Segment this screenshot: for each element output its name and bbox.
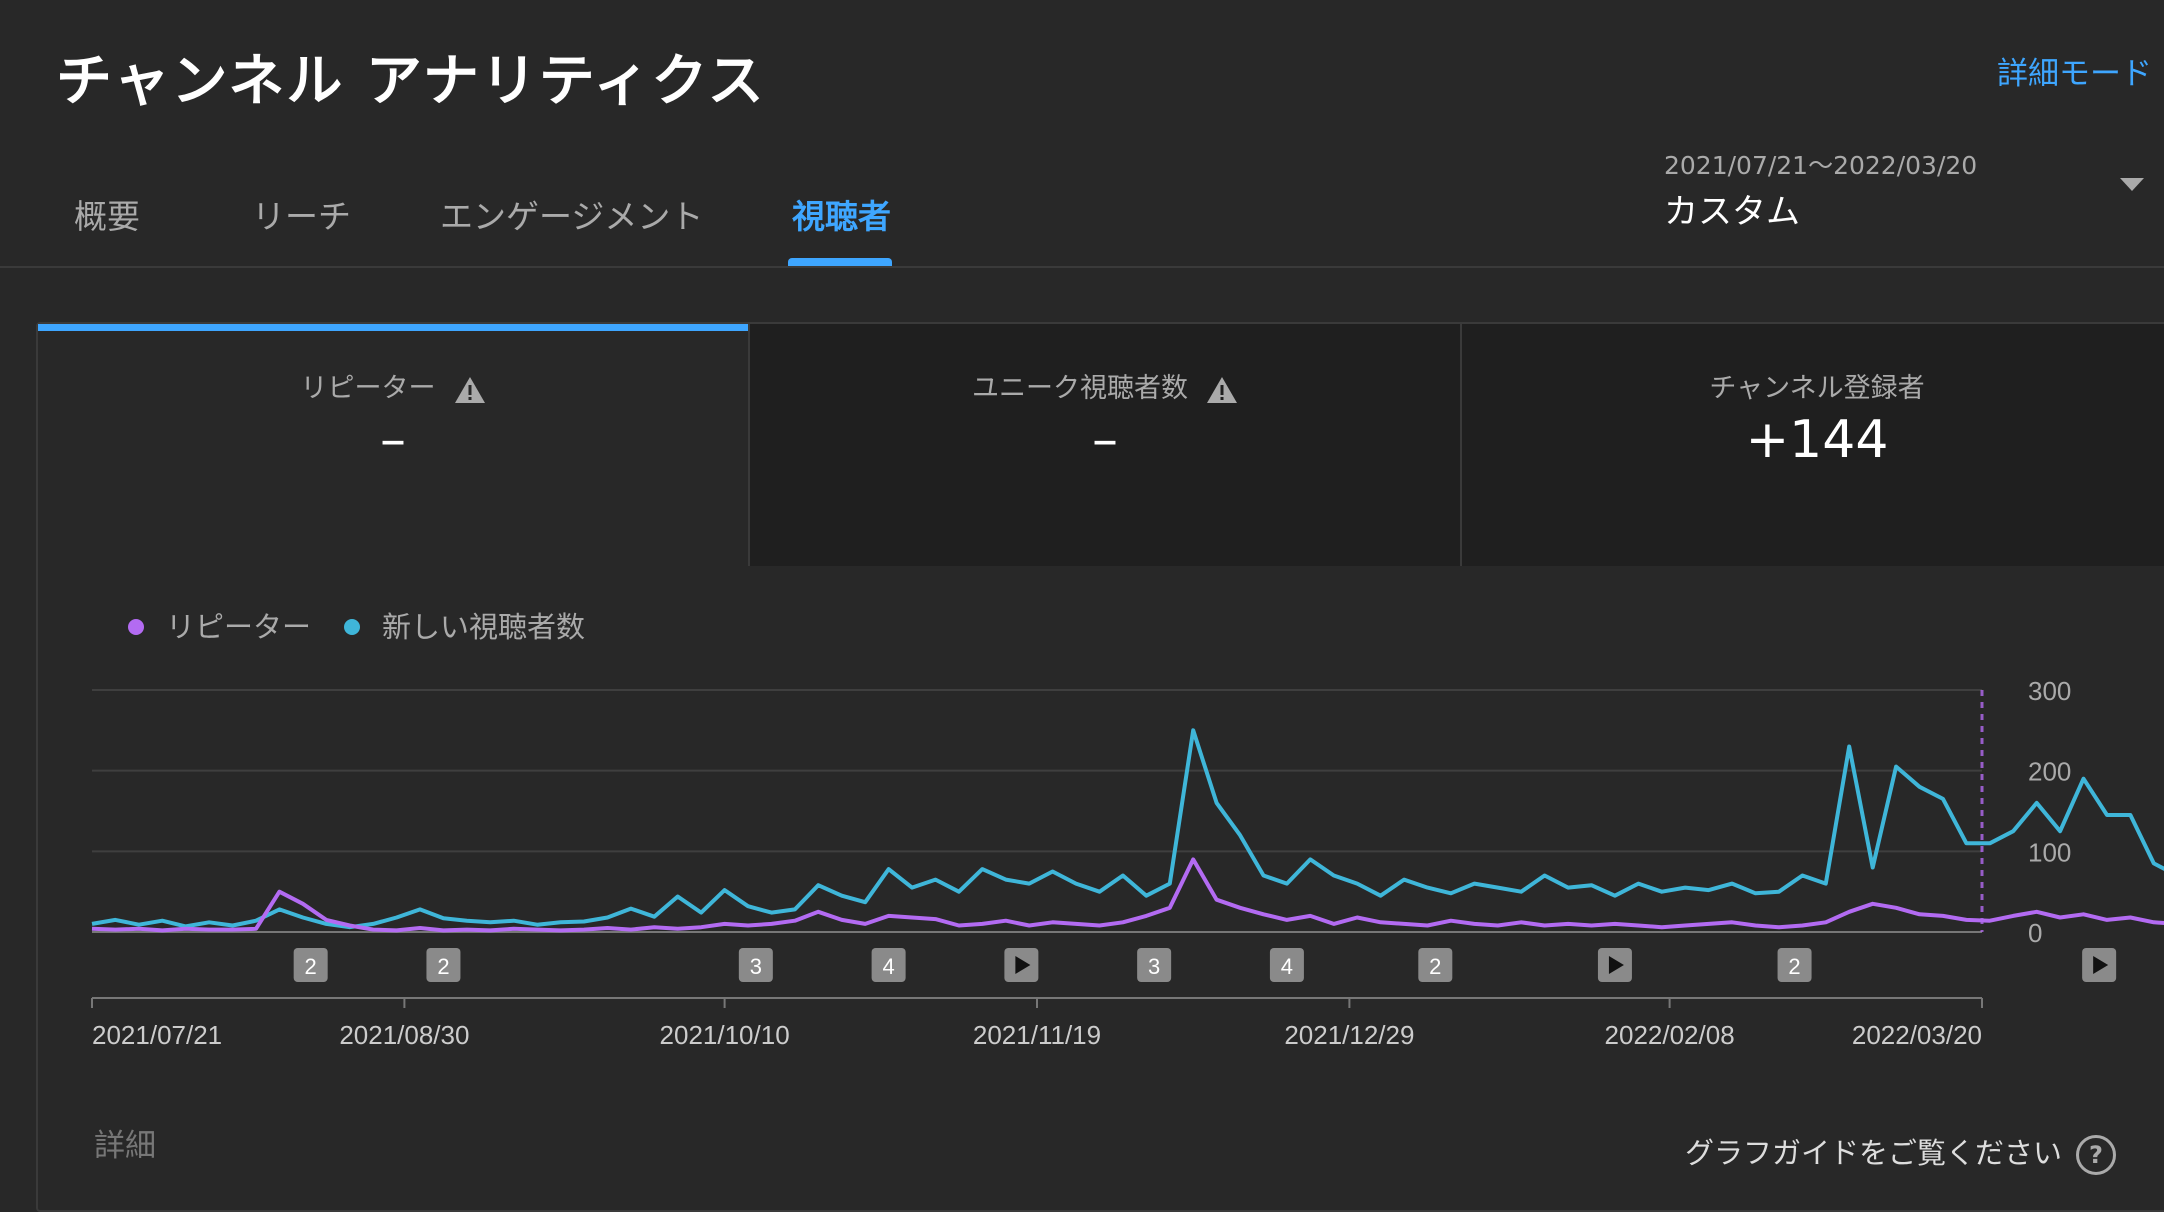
- metric-label-text: チャンネル登録者: [1709, 373, 1925, 404]
- legend-label: 新しい視聴者数: [382, 610, 586, 644]
- marker-label: 3: [1148, 954, 1160, 979]
- marker-label: 2: [437, 954, 449, 979]
- marker-box: [1269, 948, 1304, 982]
- marker-label: 4: [1281, 954, 1293, 979]
- metric-label: チャンネル登録者: [1462, 366, 2164, 405]
- marker-label: 2: [305, 954, 317, 979]
- y-tick-label: 300: [2028, 676, 2071, 706]
- video-count-marker[interactable]: 2: [293, 948, 328, 982]
- header-divider: [0, 266, 2164, 268]
- legend-item-new: 新しい視聴者数: [344, 604, 585, 646]
- metric-divider: [1460, 324, 1462, 566]
- advanced-mode-link[interactable]: 詳細モード: [1997, 56, 2152, 92]
- marker-box: [1137, 948, 1172, 982]
- marker-label: 2: [1788, 954, 1800, 979]
- marker-label: 3: [750, 954, 762, 979]
- y-tick-label: 200: [2028, 757, 2071, 787]
- tab-audience[interactable]: 視聴者: [792, 197, 891, 236]
- legend-dot-icon: [128, 619, 144, 635]
- video-count-marker[interactable]: 2: [1777, 948, 1812, 982]
- video-published-marker[interactable]: [1004, 948, 1039, 982]
- metric-value: –: [380, 410, 406, 470]
- marker-box: [426, 948, 461, 982]
- graph-guide-link[interactable]: グラフガイドをご覧ください?: [1685, 1130, 2116, 1175]
- metric-subscribers[interactable]: チャンネル登録者 +144: [1462, 324, 2164, 566]
- marker-box: [738, 948, 773, 982]
- video-count-marker[interactable]: 4: [871, 948, 906, 982]
- video-published-marker[interactable]: [2082, 948, 2117, 982]
- tab-overview[interactable]: 概要: [74, 197, 140, 236]
- metric-returning-viewers[interactable]: リピーター –: [38, 324, 748, 566]
- video-published-marker[interactable]: [1597, 948, 1632, 982]
- metric-divider: [748, 324, 750, 566]
- video-count-marker[interactable]: 2: [1418, 948, 1453, 982]
- date-range-text: 2021/07/21〜2022/03/20: [1664, 151, 1978, 180]
- video-count-marker[interactable]: 2: [426, 948, 461, 982]
- metric-value: –: [1092, 410, 1118, 470]
- selected-metric-indicator: [38, 324, 748, 331]
- x-tick-label: 2021/08/30: [339, 1020, 469, 1050]
- play-icon: [2093, 956, 2109, 974]
- metric-value: +144: [1745, 410, 1889, 470]
- series-line: [91, 857, 2164, 933]
- marker-label: 4: [882, 954, 894, 979]
- tab-reach[interactable]: リーチ: [252, 197, 351, 236]
- x-tick-label: 2021/12/29: [1284, 1020, 1414, 1050]
- date-preset-text: カスタム: [1664, 192, 1800, 232]
- help-icon: ?: [2076, 1135, 2116, 1175]
- marker-box: [293, 948, 328, 982]
- x-tick-label: 2022/03/20: [1852, 1020, 1982, 1050]
- legend-dot-icon: [344, 619, 360, 635]
- legend-label: リピーター: [166, 610, 312, 644]
- date-range-picker[interactable]: 2021/07/21〜2022/03/20 カスタム: [1664, 140, 2154, 240]
- audience-line-chart[interactable]: 0100200300223434224255242222021/07/21202…: [38, 324, 2164, 1104]
- x-tick-label: 2021/07/21: [92, 1020, 222, 1050]
- metric-unique-viewers[interactable]: ユニーク視聴者数 –: [750, 324, 1460, 566]
- x-tick-label: 2021/11/19: [973, 1020, 1101, 1050]
- warning-icon: [454, 376, 485, 403]
- tab-engagement[interactable]: エンゲージメント: [440, 197, 704, 236]
- legend-item-returning: リピーター: [128, 604, 311, 646]
- page-title: チャンネル アナリティクス: [56, 49, 766, 114]
- metric-label: ユニーク視聴者数: [750, 366, 1460, 405]
- dropdown-arrow-icon: [2120, 178, 2144, 191]
- y-tick-label: 100: [2028, 837, 2071, 867]
- x-tick-label: 2021/10/10: [660, 1020, 790, 1050]
- details-link[interactable]: 詳細: [94, 1128, 156, 1164]
- video-count-marker[interactable]: 3: [1137, 948, 1172, 982]
- marker-box: [1418, 948, 1453, 982]
- metric-label-text: リピーター: [300, 373, 436, 404]
- y-tick-label: 0: [2028, 918, 2042, 948]
- video-count-marker[interactable]: 3: [738, 948, 773, 982]
- audience-card: リピーター – ユニーク視聴者数 – チャンネル登録者 +144 リピーター 新…: [36, 322, 2164, 1212]
- marker-label: 2: [1429, 954, 1441, 979]
- warning-icon: [1207, 376, 1237, 403]
- metric-label-text: ユニーク視聴者数: [972, 373, 1188, 404]
- play-icon: [1015, 956, 1031, 974]
- metric-label: リピーター: [38, 366, 748, 405]
- graph-guide-text: グラフガイドをご覧ください: [1684, 1136, 2062, 1170]
- marker-box: [871, 948, 906, 982]
- video-count-marker[interactable]: 4: [1269, 948, 1304, 982]
- series-line: [91, 728, 2164, 930]
- play-icon: [1608, 956, 1624, 974]
- active-tab-indicator: [788, 258, 892, 266]
- marker-box: [1777, 948, 1812, 982]
- x-tick-label: 2022/02/08: [1605, 1020, 1735, 1050]
